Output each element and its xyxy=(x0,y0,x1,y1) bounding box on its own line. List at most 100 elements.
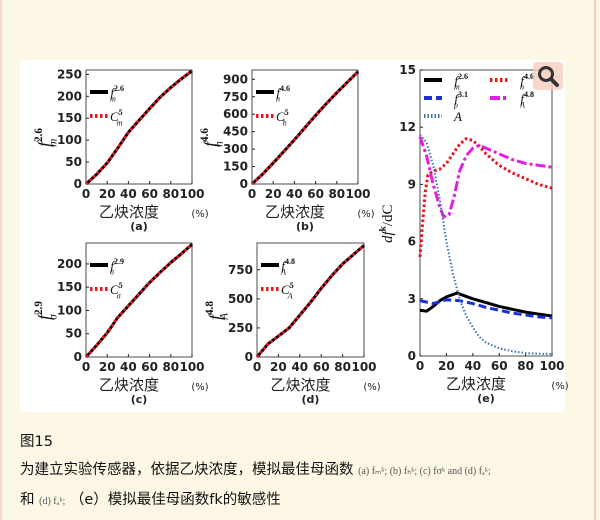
x-tick-label: 20 xyxy=(265,187,282,201)
panel-label: (a) xyxy=(130,220,147,233)
legend-label: f2.6 m xyxy=(110,84,124,103)
series-line xyxy=(419,134,553,356)
x-tick-label: 0 xyxy=(416,359,424,373)
y-tick-label: 0 xyxy=(240,177,248,191)
x-tick-label: 20 xyxy=(438,359,455,373)
x-axis-unit: (%) xyxy=(191,209,208,220)
legend-label-base: f xyxy=(110,258,116,273)
y-axis-label-sup: 4.6 xyxy=(199,128,211,142)
y-tick-label: 0 xyxy=(74,177,82,191)
legend-label-sub: h xyxy=(520,83,524,92)
y-tick-label: 12 xyxy=(399,120,416,134)
legend-label: C5 σ xyxy=(110,281,123,300)
legend-label-base: f xyxy=(110,85,116,100)
legend-label-sup: 3.1 xyxy=(458,90,468,99)
y-axis-label: f2.9σ xyxy=(33,301,59,320)
y-axis-label-sup: 2.6 xyxy=(33,128,45,142)
y-tick-label: 0 xyxy=(408,349,416,363)
x-axis-unit: (%) xyxy=(191,382,208,393)
y-axis-label-sub: σ xyxy=(47,314,59,320)
y-axis-label-base: f xyxy=(34,139,54,147)
y-tick-label: 200 xyxy=(57,89,82,103)
x-tick-label: 60 xyxy=(307,187,324,201)
legend-label-sup: 4.8 xyxy=(524,90,534,99)
x-tick-label: 40 xyxy=(120,360,137,374)
legend-label-base: A xyxy=(453,109,462,124)
y-tick-label: 750 xyxy=(228,263,253,277)
caption-line-2: 和 (d) fₐᵏ; （e）模拟最佳母函数fk的敏感性 xyxy=(20,486,580,516)
legend-label-sup: 2.9 xyxy=(114,257,124,266)
x-tick-label: 20 xyxy=(270,360,287,374)
legend-label-base: f xyxy=(454,73,460,88)
x-tick-label: 40 xyxy=(464,359,481,373)
y-axis-label-base: df xyxy=(380,230,396,244)
y-axis-label-base: f xyxy=(200,139,220,147)
y-tick-label: 50 xyxy=(65,327,82,341)
caption-line-1: 为建立实验传感器，依据乙炔浓度，模拟最佳母函数 (a) fₘᵏ; (b) fₕᵏ… xyxy=(20,456,580,486)
legend-label: f4.6 h xyxy=(520,72,534,91)
panel-label: (d) xyxy=(302,393,320,406)
series-line xyxy=(84,243,193,359)
legend-label: f2.9 σ xyxy=(110,257,124,276)
legend-label-base: f xyxy=(454,91,460,106)
y-tick-label: 450 xyxy=(223,125,248,139)
legend-label: C5 A xyxy=(281,281,294,300)
y-axis-label-sup: k xyxy=(378,225,388,231)
x-tick-label: 60 xyxy=(313,360,330,374)
y-tick-label: 600 xyxy=(223,107,248,121)
x-tick-label: 100 xyxy=(351,360,376,374)
y-tick-label: 15 xyxy=(399,63,416,77)
magnifier-icon xyxy=(538,66,559,87)
y-axis-label: f4.6h xyxy=(199,128,225,147)
zoom-button[interactable] xyxy=(533,62,563,90)
legend-label-sub: A xyxy=(519,101,525,110)
legend-label-base: f xyxy=(281,258,287,273)
legend-label-sub: m xyxy=(110,95,116,104)
y-tick-label: 250 xyxy=(57,67,82,81)
x-axis-unit: (%) xyxy=(551,381,568,392)
series-line xyxy=(419,298,553,320)
series-line xyxy=(84,69,193,186)
legend-label-sup: 5 xyxy=(119,281,123,290)
legend-label: f2.6 m xyxy=(454,72,468,91)
x-tick-label: 60 xyxy=(491,359,508,373)
legend-label: C5 h xyxy=(276,108,289,127)
x-tick-label: 80 xyxy=(517,359,534,373)
y-tick-label: 900 xyxy=(223,72,248,86)
x-tick-label: 40 xyxy=(120,187,137,201)
series-line xyxy=(255,244,365,358)
y-tick-label: 0 xyxy=(74,350,82,364)
x-tick-label: 60 xyxy=(141,360,158,374)
y-tick-label: 100 xyxy=(57,133,82,147)
figure-caption: 图15 为建立实验传感器，依据乙炔浓度，模拟最佳母函数 (a) fₘᵏ; (b)… xyxy=(20,428,580,516)
y-tick-label: 3 xyxy=(408,292,416,306)
y-axis-label-base: f xyxy=(34,312,54,320)
x-tick-label: 40 xyxy=(286,187,303,201)
x-tick-label: 40 xyxy=(291,360,308,374)
legend-label: f4.6 h xyxy=(276,84,290,103)
y-tick-label: 300 xyxy=(223,142,248,156)
figure-label: 图15 xyxy=(20,434,53,450)
y-axis-label: dfk/dC xyxy=(378,204,396,243)
x-axis-label: 乙炔浓度 xyxy=(446,375,506,393)
x-tick-label: 100 xyxy=(539,359,564,373)
y-axis-label-sup: 4.8 xyxy=(204,301,216,315)
y-axis-label-sub: A xyxy=(218,313,230,321)
x-tick-label: 80 xyxy=(162,360,179,374)
y-tick-label: 150 xyxy=(223,160,248,174)
legend-label-base: C xyxy=(276,109,285,124)
series-line xyxy=(418,136,553,219)
x-axis-label: 乙炔浓度 xyxy=(270,376,330,394)
legend-label-sub: m xyxy=(117,119,123,128)
y-axis-label: f4.8A xyxy=(204,301,230,321)
legend-label-sup: 5 xyxy=(119,108,123,117)
y-tick-label: 50 xyxy=(65,155,82,169)
legend-label: f3.1 ρ xyxy=(453,90,468,109)
x-tick-label: 0 xyxy=(253,360,261,374)
legend-label-sup: 2.6 xyxy=(114,84,124,93)
legend-label-base: C xyxy=(110,282,119,297)
